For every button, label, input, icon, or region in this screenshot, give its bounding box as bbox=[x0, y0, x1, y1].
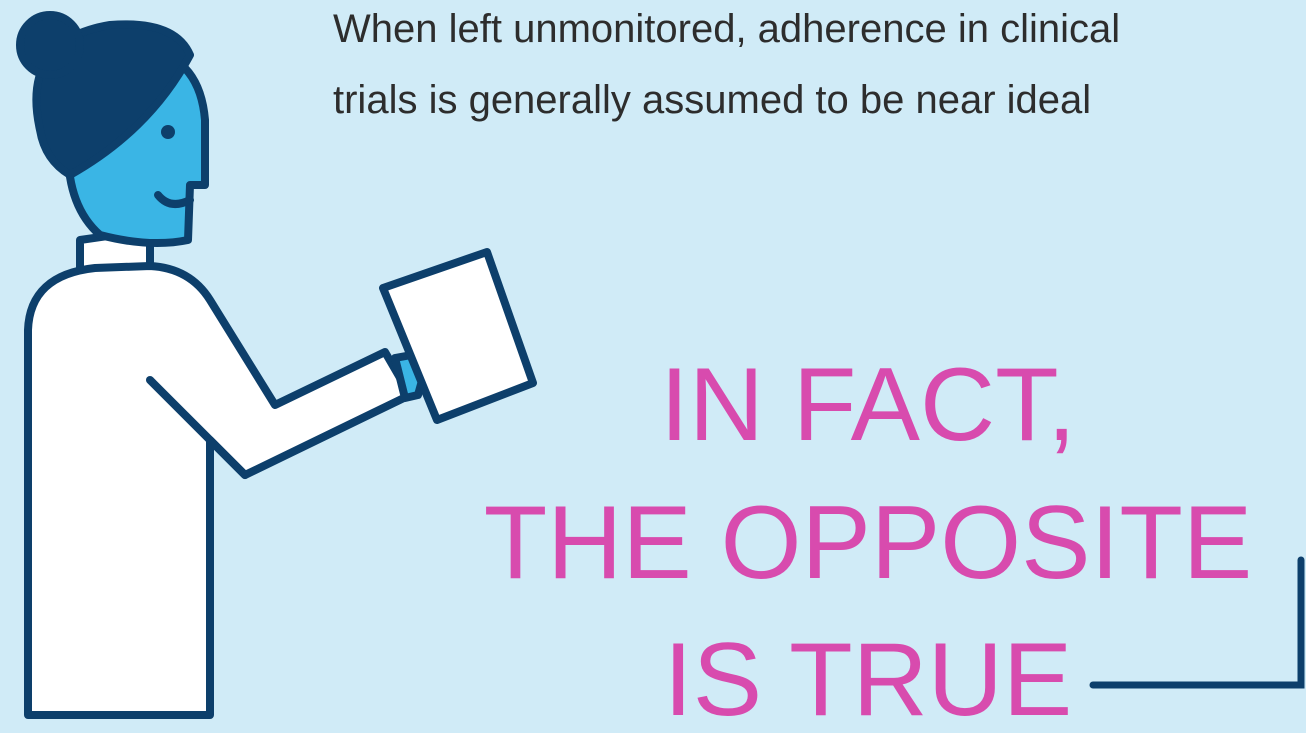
intro-line: trials is generally assumed to be near i… bbox=[333, 78, 1091, 122]
page: When left unmonitored, adherence in clin… bbox=[0, 0, 1306, 733]
hair-bun bbox=[20, 15, 80, 75]
infographic: When left unmonitored, adherence in clin… bbox=[0, 0, 1306, 733]
headline-line: IN FACT, bbox=[660, 347, 1076, 463]
intro-line: When left unmonitored, adherence in clin… bbox=[333, 7, 1120, 51]
eye bbox=[161, 125, 175, 139]
headline-line: IS TRUE bbox=[664, 622, 1072, 733]
headline-line: THE OPPOSITE bbox=[484, 485, 1253, 601]
